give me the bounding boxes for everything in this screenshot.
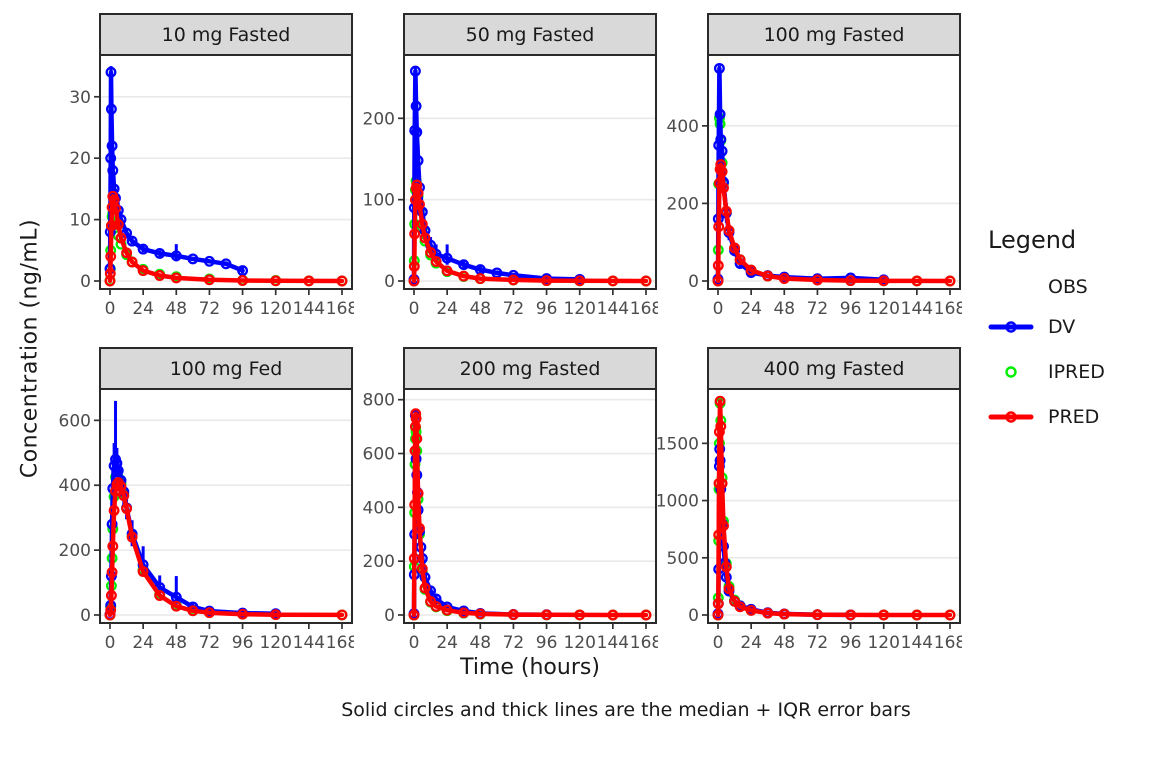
svg-text:200: 200	[59, 541, 91, 561]
svg-text:1000: 1000	[656, 492, 699, 512]
svg-text:24: 24	[740, 633, 762, 653]
svg-text:96: 96	[232, 633, 254, 653]
ipred-circle-icon	[1005, 365, 1017, 378]
svg-text:20: 20	[69, 149, 91, 169]
pred-line-circle-icon	[988, 410, 1034, 423]
svg-text:96: 96	[232, 299, 254, 319]
svg-text:0: 0	[713, 299, 724, 319]
legend-item-label: DV	[1048, 315, 1076, 338]
svg-text:100 mg Fed: 100 mg Fed	[170, 358, 283, 380]
svg-text:600: 600	[59, 411, 91, 431]
svg-text:72: 72	[807, 633, 829, 653]
panel-200-mg-fasted: 0 24 48 72 96 120 144 168 0 200 400 600 800 200 mg Fa…	[363, 347, 658, 653]
svg-text:72: 72	[807, 299, 829, 319]
svg-text:120: 120	[563, 633, 595, 653]
svg-text:0: 0	[105, 633, 116, 653]
svg-text:72: 72	[503, 299, 525, 319]
svg-text:168: 168	[326, 633, 354, 653]
svg-text:144: 144	[597, 633, 629, 653]
svg-text:96: 96	[536, 299, 558, 319]
svg-text:400: 400	[59, 476, 91, 496]
svg-text:0: 0	[688, 272, 699, 292]
svg-text:0: 0	[409, 633, 420, 653]
svg-text:200 mg Fasted: 200 mg Fasted	[460, 358, 601, 380]
svg-text:24: 24	[436, 299, 458, 319]
svg-text:24: 24	[132, 299, 154, 319]
svg-text:800: 800	[363, 391, 395, 411]
svg-text:200: 200	[363, 109, 395, 129]
svg-text:0: 0	[713, 633, 724, 653]
legend-item-pred: PRED	[988, 394, 1105, 439]
dv-line-circle-icon	[988, 320, 1034, 333]
svg-text:96: 96	[840, 299, 862, 319]
svg-text:48: 48	[165, 299, 187, 319]
svg-text:0: 0	[688, 606, 699, 626]
svg-text:24: 24	[436, 633, 458, 653]
svg-text:30: 30	[69, 88, 91, 108]
svg-text:24: 24	[132, 633, 154, 653]
svg-text:168: 168	[934, 299, 962, 319]
svg-text:400: 400	[667, 117, 699, 137]
svg-text:0: 0	[384, 606, 395, 626]
svg-text:1500: 1500	[656, 434, 699, 454]
svg-text:168: 168	[934, 633, 962, 653]
svg-text:0: 0	[105, 299, 116, 319]
svg-text:600: 600	[363, 445, 395, 465]
svg-text:0: 0	[384, 272, 395, 292]
svg-text:0: 0	[80, 606, 91, 626]
svg-text:168: 168	[630, 299, 658, 319]
svg-text:96: 96	[536, 633, 558, 653]
y-axis-title: Concentration (ng/mL)	[17, 218, 43, 479]
legend-item-label: IPRED	[1048, 360, 1105, 383]
caption: Solid circles and thick lines are the me…	[341, 699, 911, 721]
svg-text:168: 168	[630, 633, 658, 653]
svg-text:144: 144	[293, 633, 325, 653]
svg-text:10: 10	[69, 211, 91, 231]
svg-text:120: 120	[867, 299, 899, 319]
svg-text:0: 0	[409, 299, 420, 319]
panel-400-mg-fasted: 0 24 48 72 96 120 144 168 0 500 1000 1500 400 mg Fas…	[656, 347, 962, 653]
legend-group-label: OBS	[1048, 276, 1088, 298]
svg-text:100: 100	[363, 191, 395, 211]
svg-text:24: 24	[740, 299, 762, 319]
svg-text:48: 48	[165, 633, 187, 653]
svg-text:120: 120	[563, 299, 595, 319]
svg-text:48: 48	[469, 299, 491, 319]
svg-text:0: 0	[80, 272, 91, 292]
svg-text:144: 144	[597, 299, 629, 319]
svg-text:200: 200	[667, 194, 699, 214]
x-axis-title: Time (hours)	[460, 655, 600, 680]
svg-text:120: 120	[259, 633, 291, 653]
svg-text:96: 96	[840, 633, 862, 653]
svg-text:120: 120	[867, 633, 899, 653]
svg-text:48: 48	[773, 299, 795, 319]
svg-text:10 mg Fasted: 10 mg Fasted	[162, 24, 291, 46]
svg-text:168: 168	[326, 299, 354, 319]
svg-text:100 mg Fasted: 100 mg Fasted	[764, 24, 905, 46]
svg-text:500: 500	[667, 549, 699, 569]
legend-item-ipred: IPRED	[988, 349, 1105, 394]
panel-100-mg-fed: 0 24 48 72 96 120 144 168 0 200 400 600 100 mg Fed	[59, 347, 354, 653]
panel-10-mg-fasted: 0 24 48 72 96 120 144 168 0 10 20 30 10 mg Fasted	[69, 13, 354, 319]
svg-text:144: 144	[293, 299, 325, 319]
svg-text:72: 72	[199, 299, 221, 319]
legend-title: Legend	[988, 226, 1077, 254]
svg-text:400: 400	[363, 498, 395, 518]
legend-item-dv: DV	[988, 304, 1105, 349]
svg-text:72: 72	[199, 633, 221, 653]
svg-text:48: 48	[469, 633, 491, 653]
legend: Legend OBS DV IPRED PRED	[988, 226, 1105, 439]
panel-50-mg-fasted: 0 24 48 72 96 120 144 168 0 100 200 50 mg Fasted	[363, 13, 658, 319]
svg-text:144: 144	[901, 299, 933, 319]
panel-100-mg-fasted: 0 24 48 72 96 120 144 168 0 200 400 100 mg Fasted	[667, 13, 962, 319]
legend-item-label: PRED	[1048, 405, 1100, 428]
svg-text:50 mg Fasted: 50 mg Fasted	[466, 24, 595, 46]
svg-text:48: 48	[773, 633, 795, 653]
svg-text:144: 144	[901, 633, 933, 653]
svg-text:72: 72	[503, 633, 525, 653]
svg-text:400 mg Fasted: 400 mg Fasted	[764, 358, 905, 380]
svg-text:200: 200	[363, 552, 395, 572]
svg-text:120: 120	[259, 299, 291, 319]
